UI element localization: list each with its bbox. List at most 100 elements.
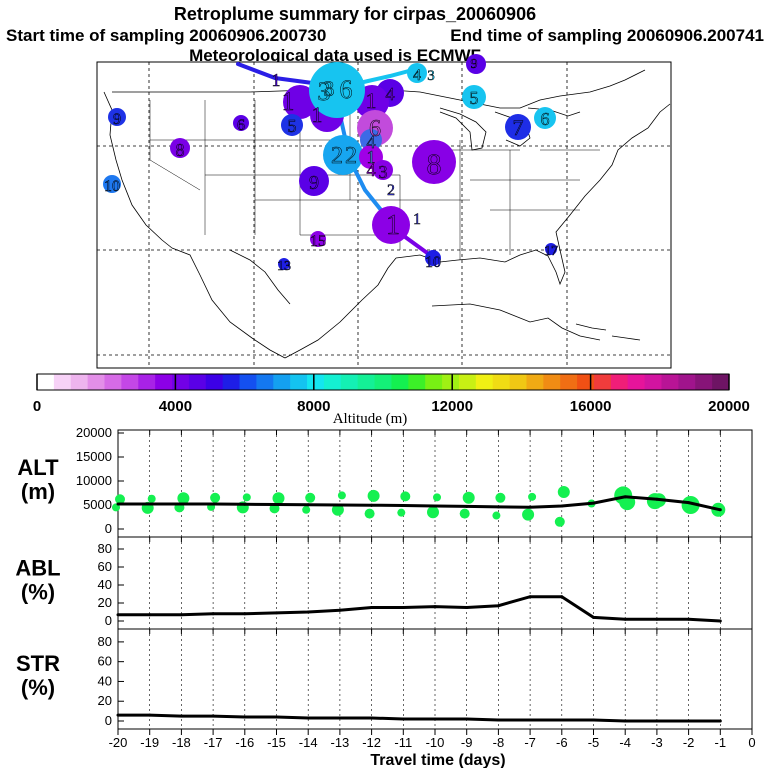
altitude-scatter-point bbox=[522, 508, 535, 521]
altitude-scatter-point bbox=[210, 492, 221, 503]
panel-alt: 0 5000 10000 15000 20000 ALT(m) bbox=[17, 425, 753, 538]
plume-circle bbox=[505, 114, 531, 140]
series-point bbox=[623, 495, 627, 499]
x-tick-label: -9 bbox=[461, 735, 473, 750]
series-point bbox=[401, 503, 405, 507]
colorbar-swatch bbox=[442, 374, 460, 390]
plume-circle bbox=[278, 258, 290, 270]
altitude-scatter-point bbox=[397, 508, 406, 517]
series-point bbox=[496, 505, 500, 509]
altitude-scatter-point bbox=[459, 508, 470, 519]
series-point bbox=[560, 504, 564, 508]
series-point bbox=[687, 719, 691, 723]
altitude-scatter-point bbox=[433, 493, 441, 502]
y-tick-label: 10000 bbox=[76, 473, 112, 488]
y-tick-label: 20 bbox=[98, 693, 112, 708]
altitude-scatter-point bbox=[367, 489, 380, 502]
plume-circle bbox=[466, 54, 486, 74]
series-point bbox=[275, 611, 278, 615]
colorbar-swatch bbox=[155, 374, 173, 390]
series-point bbox=[211, 714, 215, 718]
plume-circle bbox=[310, 231, 326, 247]
altitude-scatter-point bbox=[557, 486, 570, 499]
series-point bbox=[655, 497, 659, 501]
y-tick-label: 20 bbox=[98, 595, 112, 610]
x-tick-label: -5 bbox=[588, 735, 600, 750]
x-axis-title: Travel time (days) bbox=[370, 752, 505, 768]
colorbar-swatch bbox=[323, 374, 342, 390]
colorbar-swatch bbox=[492, 374, 511, 390]
series-point bbox=[560, 595, 564, 599]
altitude-scatter-point bbox=[364, 508, 375, 519]
x-tick-label: -8 bbox=[493, 735, 505, 750]
y-tick-label: 80 bbox=[98, 541, 112, 556]
series-point bbox=[433, 504, 437, 508]
series-point bbox=[496, 718, 500, 722]
colorbar-swatch bbox=[256, 374, 274, 390]
plume-circle bbox=[170, 138, 190, 158]
panel-abl: 0 20 40 60 80 ABL(%) bbox=[15, 536, 753, 630]
series-point bbox=[496, 604, 500, 608]
colorbar-swatch bbox=[239, 374, 257, 390]
altitude-scatter-point bbox=[272, 492, 285, 505]
colorbar-swatch bbox=[391, 374, 409, 390]
altitude-scatter-point bbox=[528, 492, 537, 501]
plume-day-label: 7 bbox=[513, 115, 524, 140]
series-point bbox=[116, 613, 120, 617]
plume-day-label: 9 bbox=[113, 111, 121, 128]
colorbar-tick-label: 20000 bbox=[708, 398, 750, 415]
colorbar-swatch bbox=[290, 374, 308, 390]
x-tick-label: -11 bbox=[394, 735, 412, 750]
altitude-scatter-point bbox=[115, 494, 125, 505]
plume-day-label: 1 bbox=[413, 211, 421, 228]
plume-day-label: 9 bbox=[471, 57, 478, 72]
plume-day-label: 3 bbox=[379, 162, 388, 182]
end-time-label: End time of sampling 20060906.200741 bbox=[450, 26, 764, 45]
y-tick-label: 60 bbox=[98, 559, 112, 574]
series-point bbox=[370, 716, 374, 720]
plume-day-label: 8 bbox=[427, 148, 442, 181]
series-point bbox=[179, 714, 183, 718]
colorbar-swatch bbox=[205, 374, 224, 390]
x-tick-label: -15 bbox=[267, 735, 286, 750]
altitude-scatter-point bbox=[242, 493, 251, 502]
panel-label-unit: (%) bbox=[21, 675, 55, 700]
y-tick-label: 0 bbox=[105, 713, 112, 728]
plume-day-label: 6 bbox=[237, 117, 245, 134]
series-point bbox=[179, 502, 183, 506]
plume-circle bbox=[372, 206, 410, 244]
x-tick-label: -13 bbox=[331, 735, 350, 750]
series-point bbox=[148, 502, 152, 506]
trajectory-segment-1 bbox=[236, 62, 322, 86]
x-tick-label: -3 bbox=[651, 735, 663, 750]
altitude-scatter-point bbox=[147, 494, 156, 503]
colorbar-tick-label: 12000 bbox=[431, 398, 473, 415]
plume-day-label: 10 bbox=[425, 254, 441, 271]
plume-day-label: 9 bbox=[309, 172, 319, 194]
colorbar-swatch bbox=[661, 374, 679, 390]
y-tick-label: 40 bbox=[98, 577, 112, 592]
plume-day-label: 1 bbox=[282, 87, 295, 116]
series-point bbox=[465, 606, 469, 609]
series-point bbox=[623, 617, 627, 621]
altitude-scatter-point bbox=[177, 492, 190, 505]
y-tick-label: 5000 bbox=[83, 497, 112, 512]
colorbar-swatch bbox=[121, 374, 139, 390]
x-tick-label: -16 bbox=[235, 735, 254, 750]
series-point bbox=[655, 617, 659, 621]
series-point bbox=[243, 715, 247, 719]
plume-circle bbox=[309, 62, 365, 118]
plume-circle bbox=[103, 175, 121, 193]
series-point bbox=[275, 715, 278, 719]
plume-day-label: 1 bbox=[386, 210, 400, 241]
altitude-scatter-point bbox=[427, 506, 439, 519]
series-point bbox=[592, 615, 595, 619]
plume-circle bbox=[233, 115, 249, 131]
series-point bbox=[338, 503, 342, 507]
y-tick-label: 60 bbox=[98, 654, 112, 669]
plume-day-label: 1 bbox=[272, 70, 281, 90]
plume-circle bbox=[360, 129, 382, 151]
colorbar-swatch bbox=[222, 374, 241, 390]
